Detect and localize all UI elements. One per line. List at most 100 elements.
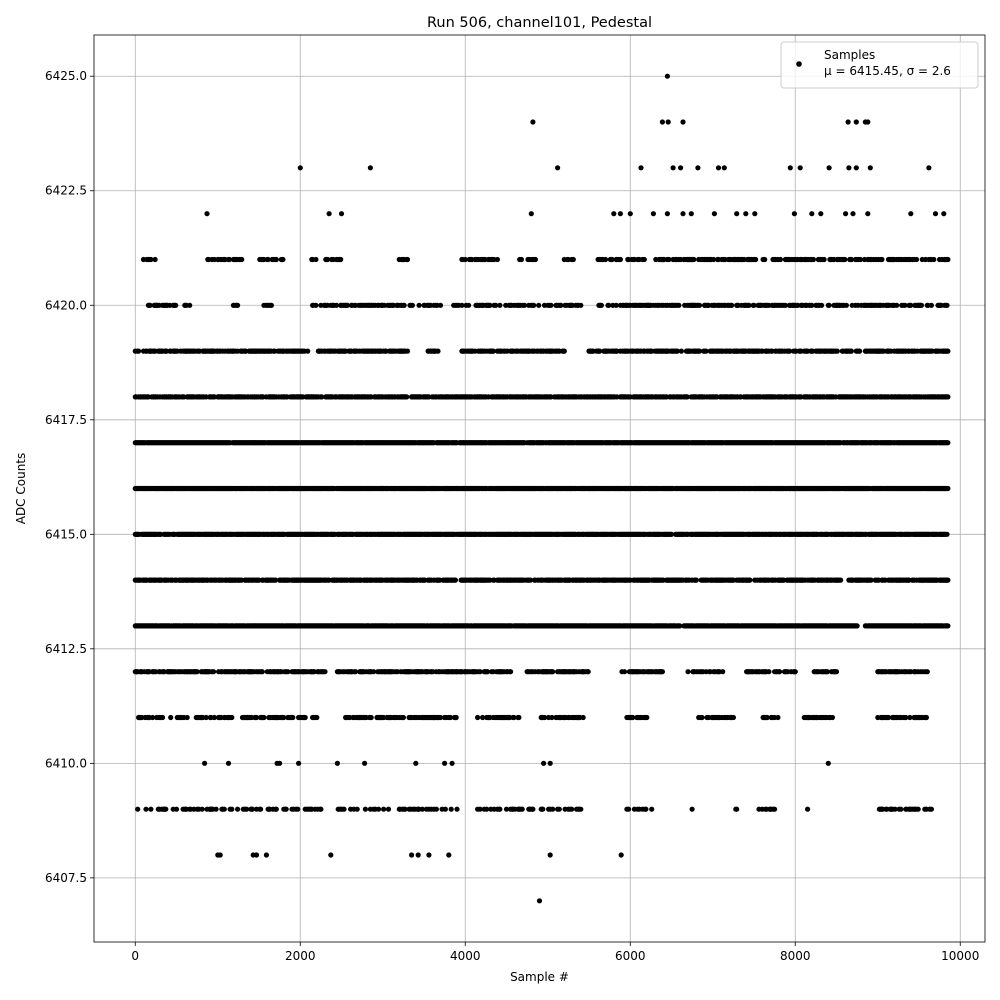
data-point <box>285 669 291 675</box>
data-point <box>447 714 453 721</box>
data-point <box>689 806 695 812</box>
data-point <box>915 806 921 812</box>
data-point <box>693 577 699 583</box>
data-point <box>261 714 267 721</box>
data-point <box>659 669 666 675</box>
data-point <box>484 669 491 675</box>
data-point <box>924 669 930 675</box>
data-point <box>541 714 548 721</box>
data-point <box>630 714 636 721</box>
data-point <box>371 669 377 675</box>
data-point <box>352 669 359 675</box>
data-point <box>699 714 705 721</box>
data-point <box>923 714 930 721</box>
data-point <box>511 714 517 721</box>
data-point <box>454 806 460 812</box>
data-point <box>766 669 772 675</box>
data-point <box>381 806 387 812</box>
data-point <box>419 806 425 812</box>
data-point <box>772 806 778 812</box>
data-point <box>452 577 458 583</box>
data-point <box>649 806 655 812</box>
data-point <box>747 577 753 583</box>
data-point <box>764 714 770 721</box>
data-point <box>734 806 740 812</box>
data-point <box>448 806 454 812</box>
data-point <box>229 806 235 812</box>
data-point <box>322 669 328 675</box>
data-point <box>168 714 174 721</box>
data-point <box>580 714 586 721</box>
data-point <box>805 806 811 812</box>
data-point <box>163 806 169 812</box>
data-point <box>644 714 650 721</box>
data-point <box>892 806 898 812</box>
data-point <box>221 806 227 812</box>
data-point <box>885 714 892 721</box>
data-point <box>516 714 522 721</box>
data-point <box>143 806 149 812</box>
data-point <box>944 531 950 537</box>
data-point <box>484 806 490 812</box>
data-point <box>211 669 217 675</box>
data-point <box>569 806 575 812</box>
data-point <box>838 577 844 583</box>
data-point <box>194 669 200 675</box>
data-point <box>550 669 556 675</box>
data-point <box>945 623 951 629</box>
data-point <box>433 806 439 812</box>
data-point <box>530 806 536 812</box>
data-point <box>540 806 546 812</box>
data-point <box>135 806 141 812</box>
data-point <box>203 714 209 721</box>
data-point <box>290 714 296 721</box>
data-point <box>402 806 408 812</box>
data-point <box>833 669 840 675</box>
data-point <box>376 806 382 812</box>
data-point <box>945 485 951 492</box>
data-point <box>368 714 374 721</box>
data-point <box>503 806 510 812</box>
data-point <box>150 714 156 721</box>
data-point <box>898 806 904 812</box>
data-point <box>626 806 632 812</box>
data-point <box>173 806 180 812</box>
data-point <box>229 714 235 721</box>
data-point <box>824 669 831 675</box>
data-point <box>475 714 481 721</box>
data-point <box>235 806 241 812</box>
data-point <box>477 669 483 675</box>
data-point <box>437 714 444 721</box>
data-point <box>829 714 836 721</box>
data-point <box>281 714 287 721</box>
data-point <box>643 806 649 812</box>
data-point <box>385 806 392 812</box>
data-point <box>253 714 260 721</box>
data-point <box>354 806 360 812</box>
data-point <box>244 806 250 812</box>
data-point <box>685 669 691 675</box>
data-point <box>928 806 935 812</box>
data-point <box>777 669 783 675</box>
data-point <box>258 806 264 812</box>
data-point <box>720 669 726 675</box>
data-point <box>907 714 913 721</box>
data-point <box>508 669 514 675</box>
data-point <box>318 806 324 812</box>
data-point <box>453 714 459 721</box>
data-point <box>442 806 448 812</box>
data-point <box>295 806 301 812</box>
data-point <box>497 806 503 812</box>
data-point <box>477 806 483 812</box>
data-point <box>480 714 486 721</box>
data-point <box>159 714 166 721</box>
data-point <box>945 577 951 583</box>
data-point <box>213 806 219 812</box>
data-point <box>302 714 308 721</box>
data-point <box>550 806 556 812</box>
data-point <box>259 669 265 675</box>
data-point <box>621 669 628 675</box>
data-points <box>132 73 951 904</box>
data-point <box>677 623 683 629</box>
